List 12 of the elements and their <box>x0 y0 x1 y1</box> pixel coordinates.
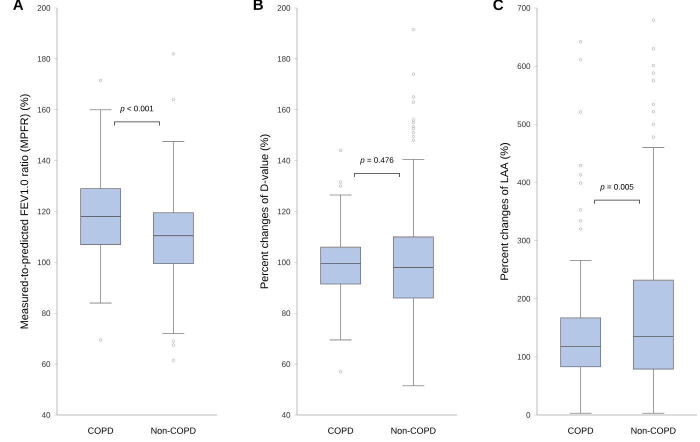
x-tick-label: Non-COPD <box>151 427 196 434</box>
x-tick-label: COPD <box>88 427 114 434</box>
chart-title: C <box>493 0 504 10</box>
x-tick-label: Non-COPD <box>631 427 676 434</box>
x-tick-label: COPD <box>568 427 594 434</box>
x-tick-label: COPD <box>328 427 354 434</box>
chart-title: B <box>254 0 263 10</box>
y-axis-title: Measured-to-predicted FEV1.0 ratio (MPFR) (%) <box>20 94 30 328</box>
y-axis-title: Percent changes of LAA (%) <box>500 143 510 280</box>
chart-title: A <box>13 0 24 10</box>
x-tick-label: Non-COPD <box>391 427 436 434</box>
y-axis-title: Percent changes of D-value (%) <box>260 134 270 288</box>
